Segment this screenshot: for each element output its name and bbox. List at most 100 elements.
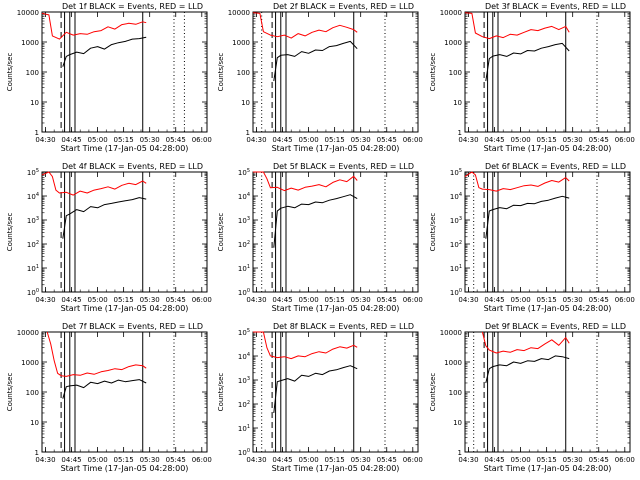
series-line-lld: [464, 171, 570, 192]
x-axis-label: Start Time (17-Jan-05 04:28:00): [61, 304, 189, 313]
y-tick-label: 100: [27, 288, 39, 297]
chart-panel: Det 4f BLACK = Events, RED = LLD 100 101 10…: [6, 162, 212, 313]
y-tick-label: 100: [450, 288, 462, 297]
x-tick-label: 05:30: [351, 456, 371, 464]
plot-frame: [41, 331, 208, 453]
y-tick-label: 100: [26, 69, 39, 77]
y-tick-label: 100: [237, 69, 250, 77]
x-tick-label: 05:15: [114, 456, 134, 464]
x-tick-label: 05:30: [140, 136, 160, 144]
x-tick-label: 04:45: [61, 136, 81, 144]
series-line-lld: [41, 12, 147, 40]
series-line-lld: [252, 12, 358, 39]
y-tick-label: 105: [238, 328, 250, 337]
series-line-events: [485, 195, 570, 239]
y-tick-label: 10000: [440, 329, 462, 337]
x-tick-label: 04:45: [484, 136, 504, 144]
x-tick-label: 06:00: [615, 136, 635, 144]
plot-frame: [41, 11, 208, 133]
chart-panel: Det 9f BLACK = Events, RED = LLD 1 10 100 10…: [429, 322, 635, 473]
x-axis-label: Start Time (17-Jan-05 04:28:00): [272, 464, 400, 473]
y-tick-label: 10: [30, 99, 39, 107]
y-tick-label: 1: [246, 129, 250, 137]
chart-panel: Det 6f BLACK = Events, RED = LLD 100 101 10…: [429, 162, 635, 313]
series-line-lld: [481, 331, 570, 354]
y-axis-label: Counts/sec: [6, 373, 14, 412]
chart-title: Det 5f BLACK = Events, RED = LLD: [273, 162, 414, 171]
x-tick-label: 05:15: [537, 136, 557, 144]
y-axis-label: Counts/sec: [429, 373, 437, 412]
series-line-events: [273, 194, 358, 248]
x-tick-label: 05:45: [166, 296, 186, 304]
x-tick-label: 05:00: [510, 296, 530, 304]
y-tick-label: 1: [35, 129, 39, 137]
x-tick-label: 06:00: [615, 456, 635, 464]
x-tick-label: 05:15: [325, 296, 345, 304]
chart-panel: Det 7f BLACK = Events, RED = LLD 1 10 100 10…: [6, 322, 212, 473]
plot-frame: [252, 331, 419, 453]
series-line-events: [485, 42, 570, 82]
x-tick-label: 04:30: [246, 296, 266, 304]
y-tick-label: 103: [27, 216, 39, 225]
x-tick-label: 05:45: [377, 136, 397, 144]
x-tick-label: 05:30: [563, 136, 583, 144]
series-line-events: [62, 36, 147, 67]
series-line-lld: [464, 12, 570, 40]
plot-frame: [252, 11, 419, 133]
y-tick-label: 10: [453, 419, 462, 427]
y-tick-label: 10000: [440, 9, 462, 17]
chart-panel: Det 2f BLACK = Events, RED = LLD 1 10 100 10…: [217, 2, 423, 153]
plot-frame: [464, 11, 631, 133]
x-tick-label: 05:00: [87, 456, 107, 464]
y-tick-label: 100: [449, 69, 462, 77]
y-tick-label: 105: [27, 168, 39, 177]
x-tick-label: 04:45: [484, 456, 504, 464]
x-tick-label: 04:30: [35, 296, 55, 304]
y-tick-label: 101: [238, 424, 250, 433]
x-tick-label: 05:15: [537, 296, 557, 304]
y-tick-label: 1: [458, 449, 462, 457]
x-axis-label: Start Time (17-Jan-05 04:28:00): [61, 464, 189, 473]
y-tick-label: 100: [238, 448, 250, 457]
chart-title: Det 6f BLACK = Events, RED = LLD: [485, 162, 626, 171]
x-tick-label: 05:00: [510, 456, 530, 464]
y-tick-label: 1000: [232, 39, 250, 47]
y-tick-label: 102: [238, 240, 250, 249]
y-tick-label: 1: [458, 129, 462, 137]
x-axis-label: Start Time (17-Jan-05 04:28:00): [61, 144, 189, 153]
y-axis-label: Counts/sec: [217, 53, 225, 92]
x-tick-label: 05:30: [563, 296, 583, 304]
x-tick-label: 06:00: [192, 296, 212, 304]
y-tick-label: 100: [449, 389, 462, 397]
x-tick-label: 05:45: [166, 136, 186, 144]
plot-frame: [464, 171, 631, 293]
x-tick-label: 05:15: [114, 296, 134, 304]
y-tick-label: 103: [238, 216, 250, 225]
series-line-events: [273, 40, 358, 82]
x-tick-label: 04:45: [61, 456, 81, 464]
x-tick-label: 05:00: [298, 296, 318, 304]
x-tick-label: 05:30: [563, 456, 583, 464]
plot-frame: [41, 171, 208, 293]
y-tick-label: 100: [26, 389, 39, 397]
chart-panel: Det 5f BLACK = Events, RED = LLD 100 101 10…: [217, 162, 423, 313]
y-axis-label: Counts/sec: [6, 53, 14, 92]
x-tick-label: 05:00: [510, 136, 530, 144]
y-tick-label: 1000: [444, 39, 462, 47]
series-line-events: [485, 355, 570, 384]
x-tick-label: 05:15: [537, 456, 557, 464]
y-tick-label: 104: [238, 352, 250, 361]
x-tick-label: 06:00: [192, 136, 212, 144]
y-tick-label: 10000: [17, 329, 39, 337]
x-tick-label: 05:45: [377, 456, 397, 464]
x-tick-label: 04:30: [458, 136, 478, 144]
y-axis-label: Counts/sec: [217, 213, 225, 252]
series-line-events: [62, 379, 147, 399]
x-tick-label: 04:30: [35, 456, 55, 464]
x-tick-label: 04:30: [458, 456, 478, 464]
x-tick-label: 04:30: [246, 456, 266, 464]
x-tick-label: 04:45: [272, 456, 292, 464]
series-line-lld: [41, 171, 147, 196]
y-tick-label: 1: [35, 449, 39, 457]
x-axis-label: Start Time (17-Jan-05 04:28:00): [484, 304, 612, 313]
